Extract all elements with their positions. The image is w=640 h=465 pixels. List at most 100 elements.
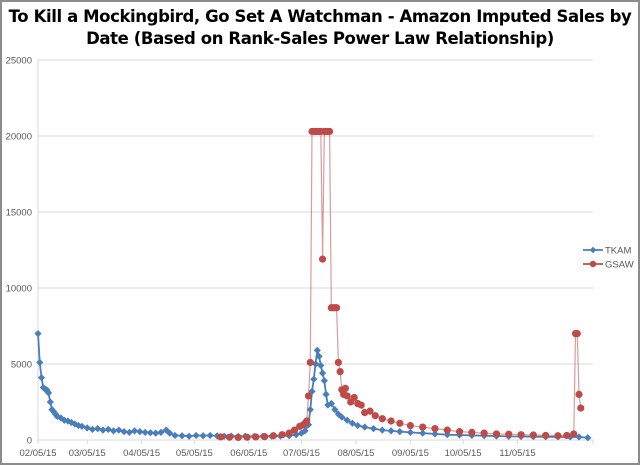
data-point-tkam (378, 426, 386, 434)
legend-marker-circle (589, 260, 597, 268)
data-point-tkam (304, 421, 313, 429)
y-tick-label: 25000 (6, 56, 32, 67)
data-point-tkam (136, 428, 144, 436)
data-point-tkam (178, 432, 186, 440)
data-point-tkam (566, 433, 574, 441)
data-point-tkam (171, 431, 179, 440)
data-point-tkam (83, 424, 91, 432)
data-point-gsaw (243, 433, 251, 441)
legend-label: GSAW (605, 260, 634, 271)
legend-label: TKAM (605, 246, 631, 257)
data-point-tkam (192, 431, 200, 440)
chart-title: To Kill a Mockingbird, Go Set A Watchman… (0, 6, 640, 50)
data-point-tkam (315, 352, 323, 360)
series-gsaw (217, 127, 585, 442)
data-point-gsaw (343, 392, 351, 400)
y-tick-label: 5000 (11, 360, 32, 371)
legend: TKAM GSAW (583, 246, 634, 271)
data-point-gsaw (333, 304, 341, 312)
data-point-gsaw (431, 425, 439, 433)
x-tick-label: 08/05/15 (337, 448, 374, 459)
data-point-tkam (146, 429, 155, 437)
data-point-tkam (44, 389, 53, 397)
data-point-tkam (297, 429, 306, 437)
data-point-gsaw (225, 433, 234, 441)
series-line-gsaw (220, 130, 582, 438)
x-tick-label: 03/05/15 (69, 448, 106, 459)
data-point-tkam (322, 390, 330, 398)
data-point-tkam (67, 418, 75, 427)
data-point-tkam (109, 427, 118, 435)
x-tick-label: 05/05/15 (176, 448, 213, 459)
data-point-tkam (406, 428, 414, 436)
data-point-tkam (419, 429, 427, 437)
x-tick-label: 04/05/15 (123, 448, 160, 459)
data-point-gsaw (575, 390, 583, 398)
x-axis-ticks: 02/05/15 03/05/15 04/05/15 05/05/15 06/05/15… (20, 440, 594, 459)
data-point-tkam (310, 375, 318, 383)
chart-title-line2: Date (Based on Rank-Sales Power Law Rela… (86, 29, 554, 48)
data-point-tkam (120, 428, 128, 436)
y-tick-label: 15000 (6, 208, 32, 219)
data-point-gsaw (234, 433, 242, 442)
data-point-gsaw (336, 368, 344, 376)
data-point-gsaw (334, 358, 342, 367)
data-point-gsaw (577, 404, 585, 412)
data-point-tkam (71, 420, 79, 428)
y-tick-label: 20000 (6, 132, 32, 143)
gridlines (38, 59, 594, 365)
data-point-gsaw (325, 127, 334, 136)
data-point-tkam (324, 401, 332, 409)
data-point-gsaw (304, 392, 313, 400)
axes (37, 60, 594, 441)
data-point-tkam (48, 406, 56, 414)
data-point-gsaw (563, 431, 571, 440)
data-point-tkam (306, 406, 314, 414)
data-point-gsaw (252, 433, 260, 441)
data-point-tkam (60, 416, 68, 424)
series-line-tkam (37, 333, 588, 439)
data-point-gsaw (357, 401, 365, 409)
data-point-tkam (206, 431, 214, 440)
data-point-tkam (354, 421, 362, 430)
legend-item-gsaw: GSAW (583, 260, 634, 271)
data-point-gsaw (396, 419, 404, 427)
x-tick-label: 10/05/15 (445, 448, 482, 459)
data-point-tkam (301, 427, 309, 435)
data-point-tkam (327, 399, 335, 408)
data-point-gsaw (260, 433, 269, 441)
data-point-gsaw (554, 432, 562, 440)
data-point-gsaw (387, 417, 395, 425)
data-point-tkam (308, 387, 316, 395)
data-point-gsaw (480, 429, 488, 437)
data-point-tkam (317, 361, 325, 370)
data-point-tkam (369, 425, 378, 433)
data-point-tkam (185, 432, 193, 440)
data-point-gsaw (492, 430, 501, 438)
x-tick-label: 09/05/15 (392, 448, 429, 459)
data-point-gsaw (366, 407, 374, 415)
data-point-tkam (338, 413, 346, 421)
data-point-tkam (104, 425, 112, 433)
data-point-tkam (46, 398, 54, 406)
data-point-gsaw (306, 358, 314, 367)
data-point-tkam (166, 429, 174, 437)
x-tick-label: 11/05/15 (499, 448, 535, 459)
data-point-gsaw (517, 431, 525, 439)
data-point-gsaw (217, 433, 225, 441)
data-point-tkam (36, 358, 44, 367)
data-point-gsaw (443, 426, 451, 434)
data-point-tkam (125, 428, 133, 436)
data-point-tkam (396, 428, 404, 436)
chart-title-line1: To Kill a Mockingbird, Go Set A Watchman… (8, 7, 632, 26)
data-point-gsaw (285, 429, 293, 437)
data-point-gsaw (505, 430, 513, 438)
series-tkam (34, 330, 592, 442)
legend-marker-diamond (589, 246, 597, 254)
data-point-tkam (94, 425, 102, 433)
data-point-tkam (320, 377, 328, 385)
data-point-tkam (115, 426, 123, 434)
y-tick-label: 10000 (6, 284, 32, 295)
